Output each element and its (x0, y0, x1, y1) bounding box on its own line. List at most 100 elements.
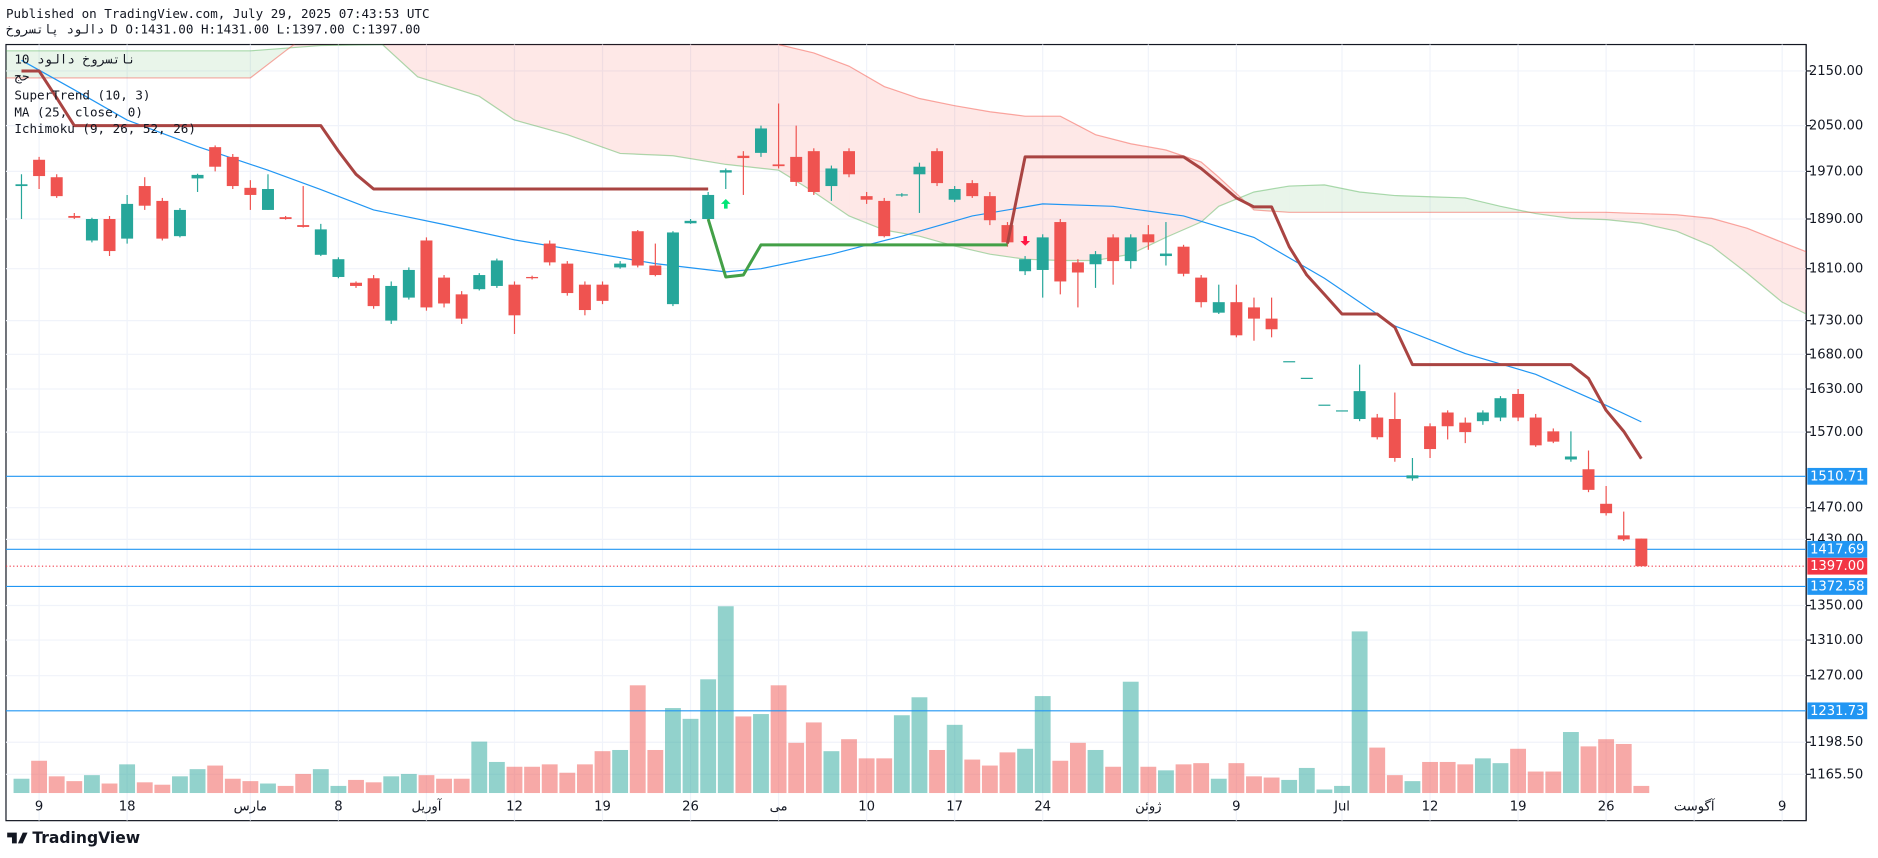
level-label-box (1807, 578, 1868, 595)
volume-bar (224, 778, 241, 794)
candle-body (244, 187, 257, 195)
volume-bar (1545, 771, 1562, 794)
cloud-fill (250, 48, 286, 78)
volume-bar (1633, 785, 1650, 794)
candle-body (226, 156, 239, 187)
candle-body (1230, 302, 1243, 336)
volume-bar (1263, 777, 1280, 794)
candle-body (350, 282, 363, 286)
legend-indicator[interactable]: MA (25, close, 0) (14, 104, 143, 119)
candle-body (68, 215, 81, 218)
brand-logo[interactable]: TradingView (7, 829, 140, 847)
supertrend-line (21, 69, 1643, 460)
volume-bar (1527, 771, 1544, 794)
volume-bar (488, 761, 505, 794)
candle-body (1617, 535, 1630, 540)
candle-body (1177, 246, 1190, 274)
volume-bar (348, 779, 364, 794)
candle-body (1582, 469, 1595, 490)
candle-body (209, 147, 222, 167)
cloud-fill (1289, 184, 1325, 213)
volume-bar (1281, 779, 1298, 794)
candle-body (578, 284, 591, 311)
candle-body (1336, 410, 1349, 412)
volume-bar (629, 685, 646, 794)
volume-bar (1316, 789, 1333, 794)
volume-bar (594, 751, 611, 794)
candle-body (737, 155, 750, 159)
candle-body (719, 170, 732, 173)
x-tick-label: 12 (506, 799, 523, 814)
candle-body (1142, 234, 1155, 243)
last-price-label: 1397.00 (1810, 559, 1864, 574)
volume-bar (753, 714, 769, 794)
volume-bar (312, 769, 329, 794)
cloud-fill (1060, 116, 1096, 261)
candle-body (508, 284, 521, 316)
level-label: 1231.73 (1810, 704, 1864, 719)
logo-icon (7, 832, 28, 844)
cloud-fill (1535, 212, 1571, 219)
y-tick-label: 1350.00 (1809, 599, 1863, 614)
candle-body (790, 156, 803, 182)
candle-body (261, 189, 274, 210)
candle-body (596, 284, 609, 301)
candle-body (1071, 262, 1084, 273)
volume-bar (893, 715, 910, 794)
candle-body (1424, 426, 1437, 450)
x-tick-label: ژوئن (1135, 799, 1161, 814)
candle-body (50, 177, 63, 197)
legend-indicator[interactable]: Ichimoku (9, 26, 52, 26) (14, 121, 196, 136)
legend-symbol[interactable]: ناتسروخ دالود 10 (14, 52, 135, 68)
cloud-fill (382, 44, 418, 77)
candle-body (1036, 237, 1049, 270)
candle-body (526, 276, 539, 279)
cloud-fill (1201, 162, 1219, 223)
y-tick-label: 1310.00 (1809, 633, 1863, 648)
x-tick-label: می (770, 799, 788, 814)
volume-bar (541, 764, 558, 794)
volume-bar (1422, 761, 1438, 794)
volume-bar (929, 749, 945, 794)
volume-bar (788, 742, 805, 794)
volume-bar (717, 606, 734, 794)
legend-indicator[interactable]: SuperTrend (10, 3) (14, 88, 150, 103)
volume-bar (1492, 763, 1509, 794)
volume-bar (559, 772, 576, 794)
candle-body (1300, 377, 1313, 379)
candle-body (103, 219, 116, 252)
cloud-fill (417, 44, 480, 97)
cloud-fill (1641, 213, 1677, 232)
candle-body (1371, 417, 1384, 438)
volume-bar (1122, 681, 1139, 794)
cloud-fill (778, 44, 814, 192)
candle-body (843, 151, 856, 175)
volume-bar (1087, 749, 1104, 794)
volume-bar (471, 741, 488, 794)
x-tick-label: آوریل (411, 797, 442, 814)
supertrend-line (706, 218, 1008, 279)
cloud-fill (849, 66, 885, 230)
candle-body (1547, 431, 1560, 442)
volume-bar (700, 679, 717, 794)
cloud-fill (813, 52, 850, 216)
cloud-fill (1570, 212, 1607, 220)
volume-bar (101, 783, 118, 794)
candle-body (455, 294, 468, 319)
x-tick-label: 8 (334, 799, 342, 814)
volume-bar (48, 776, 65, 794)
volume-bar (524, 766, 541, 794)
cloud-fill (1430, 196, 1466, 213)
legend-subtitle: حج (14, 68, 29, 84)
cloud-fill (1025, 116, 1061, 261)
candle-body (684, 220, 697, 224)
candle-body (1476, 412, 1489, 422)
candle-body (1212, 302, 1225, 313)
volume-bar (1510, 748, 1527, 794)
volume-bar (1298, 767, 1315, 794)
volume-bar (805, 722, 822, 794)
volume-bar (1334, 785, 1350, 794)
volume-bar (453, 778, 470, 794)
candle-body (948, 189, 961, 200)
candle-body (1494, 398, 1507, 418)
